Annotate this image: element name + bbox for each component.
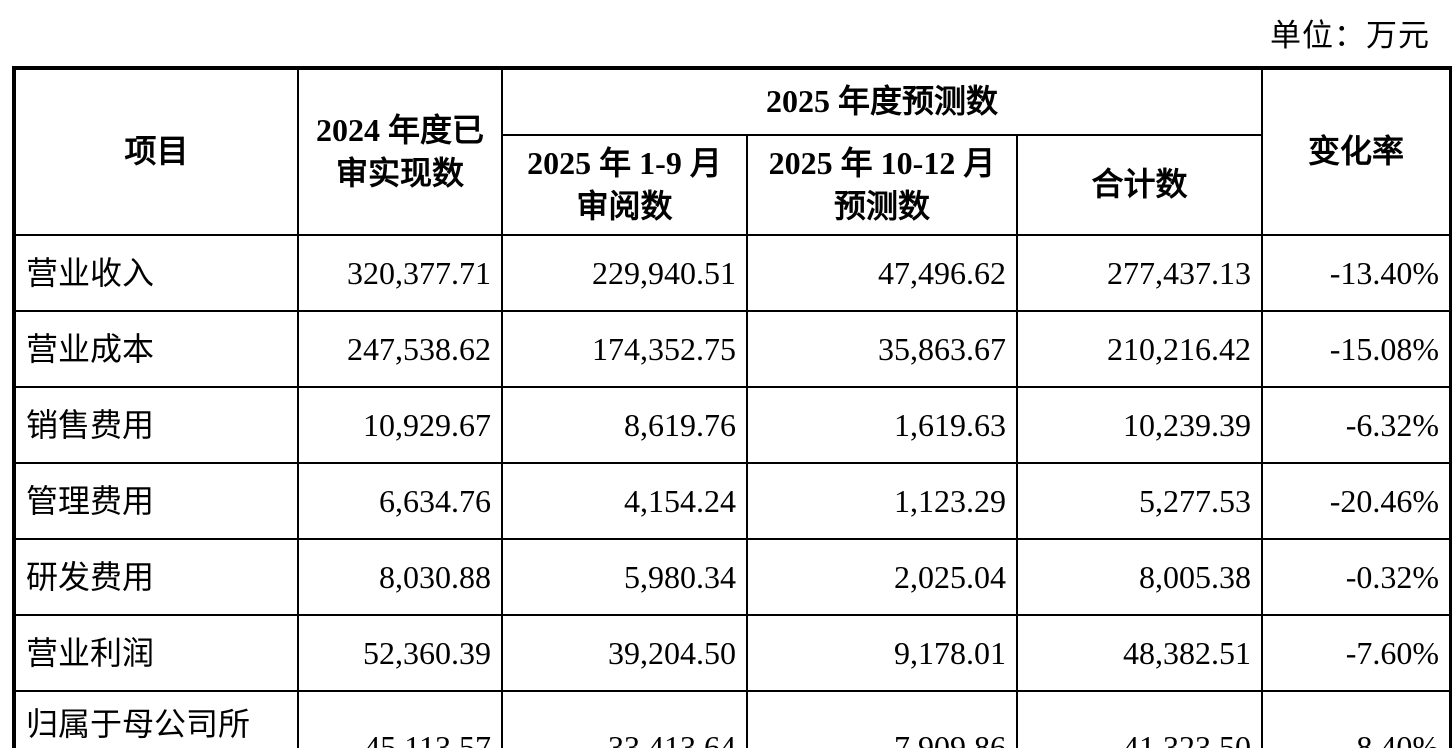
value-total: 5,277.53 (1016, 462, 1263, 540)
value-total: 277,437.13 (1016, 234, 1263, 312)
table-row-net-profit-parent: 归属于母公司所有者的净利润 45,113.57 33,413.64 7,909.… (13, 690, 1452, 748)
header-2024-line1: 2024 年度已 (315, 111, 484, 148)
value-q4: 47,496.62 (746, 234, 1018, 312)
header-2024-line2: 审实现数 (335, 155, 464, 191)
value-total: 8,005.38 (1016, 538, 1263, 616)
item-label: 归属于母公司所有者的净利润 (13, 690, 299, 748)
value-total: 48,382.51 (1016, 614, 1263, 692)
header-2024-audited: 2024 年度已 审实现数 (297, 67, 503, 236)
item-label: 营业成本 (13, 310, 299, 388)
value-2024: 10,929.67 (297, 386, 503, 464)
value-q4: 9,178.01 (746, 614, 1018, 692)
value-q4: 35,863.67 (746, 310, 1018, 388)
value-q1q3: 33,413.64 (501, 690, 748, 748)
value-total: 10,239.39 (1016, 386, 1263, 464)
header-row-2: 2025 年 1-9 月 审阅数 2025 年 10-12 月 预测数 合计数 (14, 134, 1451, 236)
header-q1q3-line1: 2025 年 1-9 月 (527, 144, 722, 181)
table-row-operating-revenue: 营业收入 320,377.71 229,940.51 47,496.62 277… (13, 234, 1452, 312)
value-change-rate: -0.32% (1261, 538, 1452, 616)
value-change-rate: -15.08% (1261, 310, 1452, 388)
value-change-rate: -20.46% (1261, 462, 1452, 540)
value-q1q3: 4,154.24 (501, 462, 748, 540)
item-label: 研发费用 (13, 538, 299, 616)
value-q1q3: 5,980.34 (501, 538, 748, 616)
value-total: 210,216.42 (1016, 310, 1263, 388)
value-2024: 320,377.71 (297, 234, 503, 312)
header-row-1: 项目 2024 年度已 审实现数 2025 年度预测数 变化率 (13, 67, 1452, 236)
value-2024: 8,030.88 (297, 538, 503, 616)
value-change-rate: -8.40% (1261, 690, 1452, 748)
forecast-table: 项目 2024 年度已 审实现数 2025 年度预测数 变化率 2025 年 1… (12, 66, 1452, 748)
item-label: 营业利润 (13, 614, 299, 692)
table-row-selling-expense: 销售费用 10,929.67 8,619.76 1,619.63 10,239.… (13, 386, 1452, 464)
header-q4-line2: 预测数 (833, 188, 930, 224)
table-row-operating-cost: 营业成本 247,538.62 174,352.75 35,863.67 210… (13, 310, 1452, 388)
table-row-rd-expense: 研发费用 8,030.88 5,980.34 2,025.04 8,005.38… (13, 538, 1452, 616)
header-2025-q1q3: 2025 年 1-9 月 审阅数 (501, 134, 748, 236)
unit-label: 单位：万元 (1270, 18, 1430, 53)
item-label: 管理费用 (13, 462, 299, 540)
table-row-operating-profit: 营业利润 52,360.39 39,204.50 9,178.01 48,382… (13, 614, 1452, 692)
value-q1q3: 229,940.51 (501, 234, 748, 312)
header-item: 项目 (13, 67, 299, 236)
value-change-rate: -13.40% (1261, 234, 1452, 312)
item-label: 销售费用 (13, 386, 299, 464)
value-q4: 2,025.04 (746, 538, 1018, 616)
value-change-rate: -7.60% (1261, 614, 1452, 692)
header-2025-q4: 2025 年 10-12 月 预测数 (746, 134, 1018, 236)
value-total: 41,323.50 (1016, 690, 1263, 748)
value-q1q3: 39,204.50 (501, 614, 748, 692)
value-q1q3: 8,619.76 (501, 386, 748, 464)
item-label: 营业收入 (13, 234, 299, 312)
header-total: 合计数 (1016, 134, 1263, 236)
value-2024: 45,113.57 (297, 690, 503, 748)
value-2024: 6,634.76 (297, 462, 503, 540)
header-q1q3-line2: 审阅数 (576, 188, 673, 224)
header-change-rate: 变化率 (1261, 67, 1452, 236)
table-row-admin-expense: 管理费用 6,634.76 4,154.24 1,123.29 5,277.53… (13, 462, 1452, 540)
value-q4: 1,619.63 (746, 386, 1018, 464)
header-2025-forecast-group: 2025 年度预测数 (501, 67, 1263, 136)
value-change-rate: -6.32% (1261, 386, 1452, 464)
value-2024: 52,360.39 (297, 614, 503, 692)
value-q4: 1,123.29 (746, 462, 1018, 540)
value-q4: 7,909.86 (746, 690, 1018, 748)
value-q1q3: 174,352.75 (501, 310, 748, 388)
value-2024: 247,538.62 (297, 310, 503, 388)
header-q4-line1: 2025 年 10-12 月 (768, 144, 996, 181)
